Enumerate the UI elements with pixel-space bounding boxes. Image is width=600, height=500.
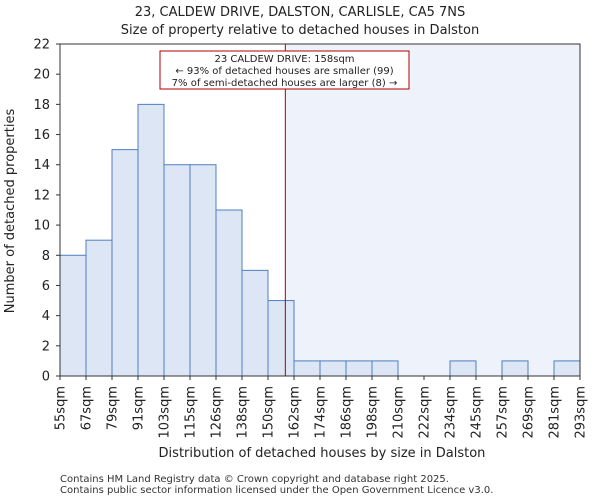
x-tick-label-103sqm: 103sqm xyxy=(158,386,173,439)
x-tick-label-234sqm: 234sqm xyxy=(444,386,459,439)
y-axis-label: Number of detached properties xyxy=(3,109,18,314)
x-tick-label-210sqm: 210sqm xyxy=(392,386,407,439)
x-tick-label-126sqm: 126sqm xyxy=(210,386,225,439)
x-tick-label-198sqm: 198sqm xyxy=(366,386,381,439)
footer-line-1: Contains HM Land Registry data © Crown c… xyxy=(60,474,449,485)
bar-126sqm xyxy=(215,209,243,377)
x-tick-label-257sqm: 257sqm xyxy=(496,386,511,439)
annotation-line-2: ← 93% of detached houses are smaller (99… xyxy=(175,66,393,77)
footer-line-2: Contains public sector information licen… xyxy=(60,485,493,496)
y-tick-label-10: 10 xyxy=(33,219,50,234)
x-tick-label-115sqm: 115sqm xyxy=(184,386,199,439)
bar-174sqm xyxy=(319,360,347,377)
chart-subtitle: Size of property relative to detached ho… xyxy=(121,23,479,38)
y-tick-label-6: 6 xyxy=(42,279,50,294)
bar-281sqm xyxy=(553,360,581,377)
x-tick-label-174sqm: 174sqm xyxy=(314,386,329,439)
y-tick-label-0: 0 xyxy=(42,370,50,385)
y-tick-label-20: 20 xyxy=(33,68,50,83)
y-tick-label-4: 4 xyxy=(42,309,50,324)
x-tick-label-269sqm: 269sqm xyxy=(522,386,537,439)
chart-title: 23, CALDEW DRIVE, DALSTON, CARLISLE, CA5… xyxy=(135,5,465,20)
x-tick-label-186sqm: 186sqm xyxy=(340,386,355,439)
x-axis-label: Distribution of detached houses by size … xyxy=(159,446,486,461)
x-tick-label-67sqm: 67sqm xyxy=(80,386,95,430)
x-tick-label-222sqm: 222sqm xyxy=(418,386,433,439)
x-tick-label-245sqm: 245sqm xyxy=(470,386,485,439)
y-tick-label-2: 2 xyxy=(42,339,50,354)
x-tick-label-79sqm: 79sqm xyxy=(106,386,121,430)
x-tick-label-150sqm: 150sqm xyxy=(262,386,277,439)
annotation-line-3: 7% of semi-detached houses are larger (8… xyxy=(172,78,398,89)
x-tick-label-293sqm: 293sqm xyxy=(574,386,589,439)
plot-area: 0 2 4 6 8 10 12 14 16 18 20 22 55sqm 67sqm 79sqm 91sqm 1… xyxy=(33,38,588,439)
x-tick-label-91sqm: 91sqm xyxy=(132,386,147,430)
x-tick-label-55sqm: 55sqm xyxy=(54,386,69,430)
bar-103sqm xyxy=(163,164,191,377)
larger-region-shading xyxy=(285,44,580,376)
bar-67sqm xyxy=(85,239,113,377)
bar-162sqm xyxy=(293,360,321,377)
x-tick-label-162sqm: 162sqm xyxy=(288,386,303,439)
x-tick-label-138sqm: 138sqm xyxy=(236,386,251,439)
bar-91sqm xyxy=(137,103,165,377)
bar-257sqm xyxy=(501,360,529,377)
y-tick-label-18: 18 xyxy=(33,98,50,113)
bar-138sqm xyxy=(241,269,269,377)
y-tick-label-16: 16 xyxy=(33,128,50,143)
y-tick-label-22: 22 xyxy=(33,38,50,53)
bar-234sqm xyxy=(449,360,477,377)
bar-55sqm xyxy=(59,254,87,377)
bar-115sqm xyxy=(189,164,217,377)
annotation-box xyxy=(159,50,410,90)
y-tick-label-12: 12 xyxy=(33,188,50,203)
y-tick-label-8: 8 xyxy=(42,249,50,264)
y-tick-label-14: 14 xyxy=(33,158,50,173)
bar-79sqm xyxy=(111,149,139,377)
x-tick-label-281sqm: 281sqm xyxy=(548,386,563,439)
annotation-line-1: 23 CALDEW DRIVE: 158sqm xyxy=(214,54,354,65)
bar-198sqm xyxy=(371,360,399,377)
bar-150sqm xyxy=(267,300,295,377)
bar-186sqm xyxy=(345,360,373,377)
